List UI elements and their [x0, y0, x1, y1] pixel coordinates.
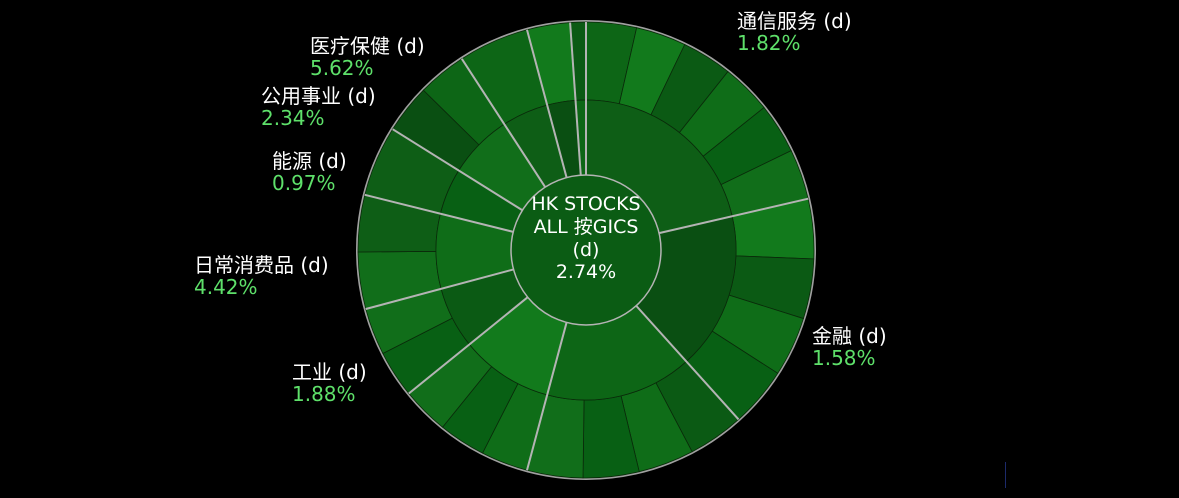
- sector-label-industrials[interactable]: 工业 (d) 1.88%: [292, 361, 367, 405]
- sector-name: 能源 (d): [272, 149, 347, 173]
- sector-name: 通信服务 (d): [737, 9, 852, 33]
- sector-change: 0.97%: [272, 171, 336, 195]
- sector-separator-line: [569, 22, 582, 176]
- sector-separator-line: [365, 268, 514, 310]
- sector-change: 1.88%: [292, 382, 356, 406]
- sector-change: 4.42%: [194, 275, 258, 299]
- center-value: 2.74%: [555, 261, 617, 284]
- center-title-line-1: HK STOCKS: [531, 193, 641, 215]
- sector-label-health-care[interactable]: 医疗保健 (d) 5.62%: [310, 35, 425, 79]
- sector-label-consumer-staples[interactable]: 日常消费品 (d) 4.42%: [194, 254, 329, 298]
- sector-label-communication[interactable]: 通信服务 (d) 1.82%: [737, 10, 852, 54]
- center-title-line-3: (d): [572, 238, 600, 261]
- sector-change: 1.82%: [737, 31, 801, 55]
- sector-separator-line: [526, 322, 568, 471]
- sector-separator-line: [364, 193, 514, 233]
- sector-change: 1.58%: [812, 346, 876, 370]
- sector-change: 5.62%: [310, 56, 374, 80]
- sector-separator-line: [408, 296, 529, 395]
- sector-name: 工业 (d): [292, 360, 367, 384]
- center-title-line-2: ALL 按GICS: [533, 215, 639, 238]
- center-label: HK STOCKS ALL 按GICS (d) 2.74%: [511, 193, 661, 284]
- sector-separator-line: [460, 58, 546, 188]
- sector-separator-line: [635, 305, 740, 421]
- sector-change: 2.34%: [261, 106, 325, 130]
- sector-name: 日常消费品 (d): [194, 253, 329, 277]
- scroll-marker: [1005, 462, 1006, 488]
- sector-label-energy[interactable]: 能源 (d) 0.97%: [272, 150, 347, 194]
- sector-name: 医疗保健 (d): [310, 34, 425, 58]
- middle-ring: [435, 99, 737, 401]
- sector-name: 公用事业 (d): [261, 84, 376, 108]
- outer-ring-border: [356, 20, 816, 480]
- sector-separator-line: [658, 197, 809, 235]
- center-disc[interactable]: [510, 174, 662, 326]
- sector-name: 金融 (d): [812, 324, 887, 348]
- sector-separators: [364, 22, 809, 471]
- sector-separator-line: [526, 29, 568, 178]
- sector-label-financials[interactable]: 金融 (d) 1.58%: [812, 325, 887, 369]
- sector-label-utilities[interactable]: 公用事业 (d) 2.34%: [261, 85, 376, 129]
- sector-separator-line: [392, 128, 523, 212]
